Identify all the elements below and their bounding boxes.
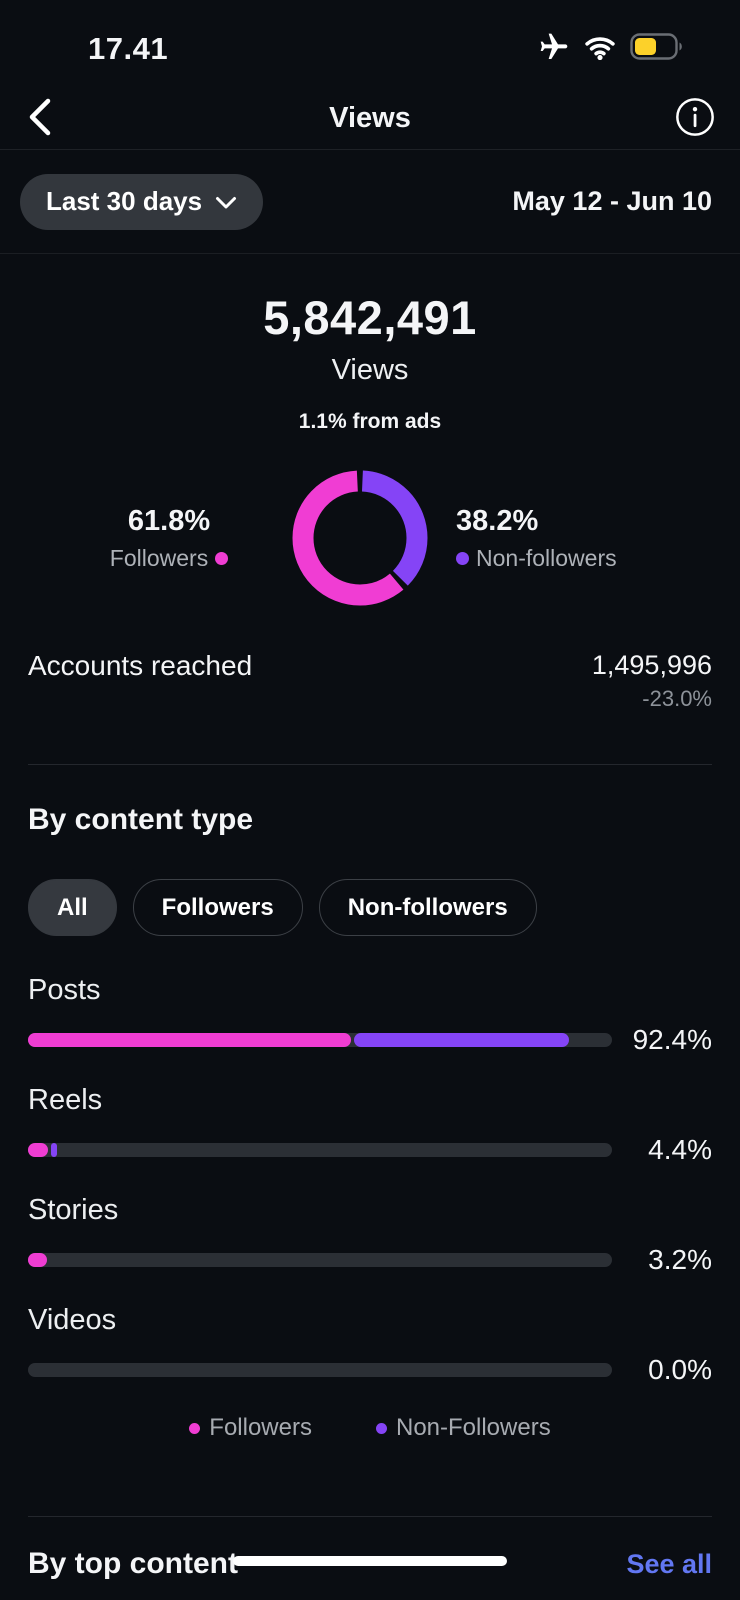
donut-segment-non-followers	[292, 470, 428, 606]
info-button[interactable]	[674, 96, 716, 141]
page-title: Views	[329, 102, 411, 134]
tab-followers[interactable]: Followers	[132, 879, 303, 936]
chevron-left-icon	[24, 96, 54, 141]
date-range-selector[interactable]: Last 30 days	[20, 173, 264, 230]
reels-value: 4.4%	[648, 1134, 712, 1165]
donut-segment-followers	[292, 470, 428, 606]
status-icons	[538, 31, 684, 68]
accounts-reached-label: Accounts reached	[28, 650, 253, 681]
accounts-reached-change: -23.0%	[642, 686, 712, 711]
reels-non-followers-segment	[50, 1143, 57, 1157]
filter-row: Last 30 days May 12 - Jun 10	[0, 150, 740, 254]
back-button[interactable]	[24, 96, 54, 141]
content-row-stories: Stories 3.2%	[28, 1194, 712, 1276]
followers-split-label: 61.8% Followers	[74, 505, 264, 572]
content-type-tabs: All Followers Non-followers	[28, 879, 712, 936]
home-indicator[interactable]	[233, 1556, 507, 1566]
ads-share-note: 1.1% from ads	[298, 410, 442, 433]
see-all-link[interactable]: See all	[626, 1548, 712, 1579]
content-row-posts: Posts 92.4%	[28, 974, 712, 1056]
reels-bar	[28, 1143, 612, 1157]
accounts-reached-value: 1,495,996	[591, 650, 712, 680]
date-range-selector-label: Last 30 days	[46, 186, 203, 216]
content-type-bars: Posts 92.4% Reels 4.4% Stories 3.2% Videos 0.0%	[28, 974, 712, 1386]
non-followers-dot	[456, 551, 469, 565]
content-row-videos: Videos 0.0%	[28, 1304, 712, 1386]
videos-label: Videos	[28, 1304, 117, 1336]
stories-bar	[28, 1253, 612, 1267]
tab-non-followers[interactable]: Non-followers	[318, 879, 537, 936]
posts-label: Posts	[28, 974, 101, 1006]
videos-bar	[28, 1363, 612, 1377]
non-followers-pct: 38.2%	[456, 504, 539, 537]
tab-all[interactable]: All	[28, 879, 117, 936]
views-donut-chart	[292, 470, 428, 606]
donut-segments	[292, 470, 428, 606]
posts-bar	[28, 1033, 612, 1047]
followers-label: Followers	[109, 544, 209, 571]
bar-legend: Followers Non-Followers	[0, 1414, 740, 1442]
followers-legend-dot	[189, 1422, 201, 1434]
stories-followers-segment	[28, 1253, 47, 1267]
legend-non-followers: Non-Followers	[375, 1414, 551, 1442]
info-icon	[674, 96, 716, 141]
top-content-heading: By top content	[28, 1547, 238, 1580]
legend-followers: Followers	[189, 1414, 312, 1442]
reels-label: Reels	[28, 1084, 103, 1116]
status-time: 17.41	[88, 31, 169, 66]
views-summary: 5,842,491 Views 1.1% from ads	[0, 290, 740, 434]
stories-label: Stories	[28, 1194, 119, 1226]
views-total-label: Views	[331, 354, 409, 386]
content-type-heading: By content type	[28, 803, 254, 836]
posts-non-followers-segment	[353, 1033, 569, 1047]
videos-value: 0.0%	[648, 1354, 712, 1385]
reels-followers-segment	[28, 1143, 48, 1157]
followers-dot	[215, 551, 229, 565]
non-followers-legend-dot	[375, 1422, 387, 1434]
followers-split-donut-section: 61.8% Followers 38.2% Non-followers	[0, 470, 740, 606]
section-divider	[28, 1516, 712, 1517]
non-followers-split-label: 38.2% Non-followers	[456, 505, 666, 572]
views-total-value: 5,842,491	[263, 291, 477, 344]
wifi-icon	[583, 34, 617, 65]
accounts-reached-row[interactable]: Accounts reached 1,495,996 -23.0%	[0, 650, 740, 712]
section-divider	[28, 764, 712, 765]
followers-pct: 61.8%	[127, 504, 211, 537]
nav-bar: Views	[0, 88, 740, 150]
airplane-icon	[538, 31, 570, 68]
non-followers-label: Non-followers	[476, 544, 617, 571]
date-range-label: May 12 - Jun 10	[512, 186, 712, 216]
stories-value: 3.2%	[648, 1244, 712, 1275]
chevron-down-icon	[215, 186, 237, 217]
status-bar: 17.41	[0, 0, 740, 88]
battery-low-power-icon	[630, 33, 684, 65]
top-content-section: By top content See all	[28, 1547, 712, 1581]
posts-followers-segment	[28, 1033, 351, 1047]
posts-value: 92.4%	[632, 1024, 712, 1055]
content-row-reels: Reels 4.4%	[28, 1084, 712, 1166]
